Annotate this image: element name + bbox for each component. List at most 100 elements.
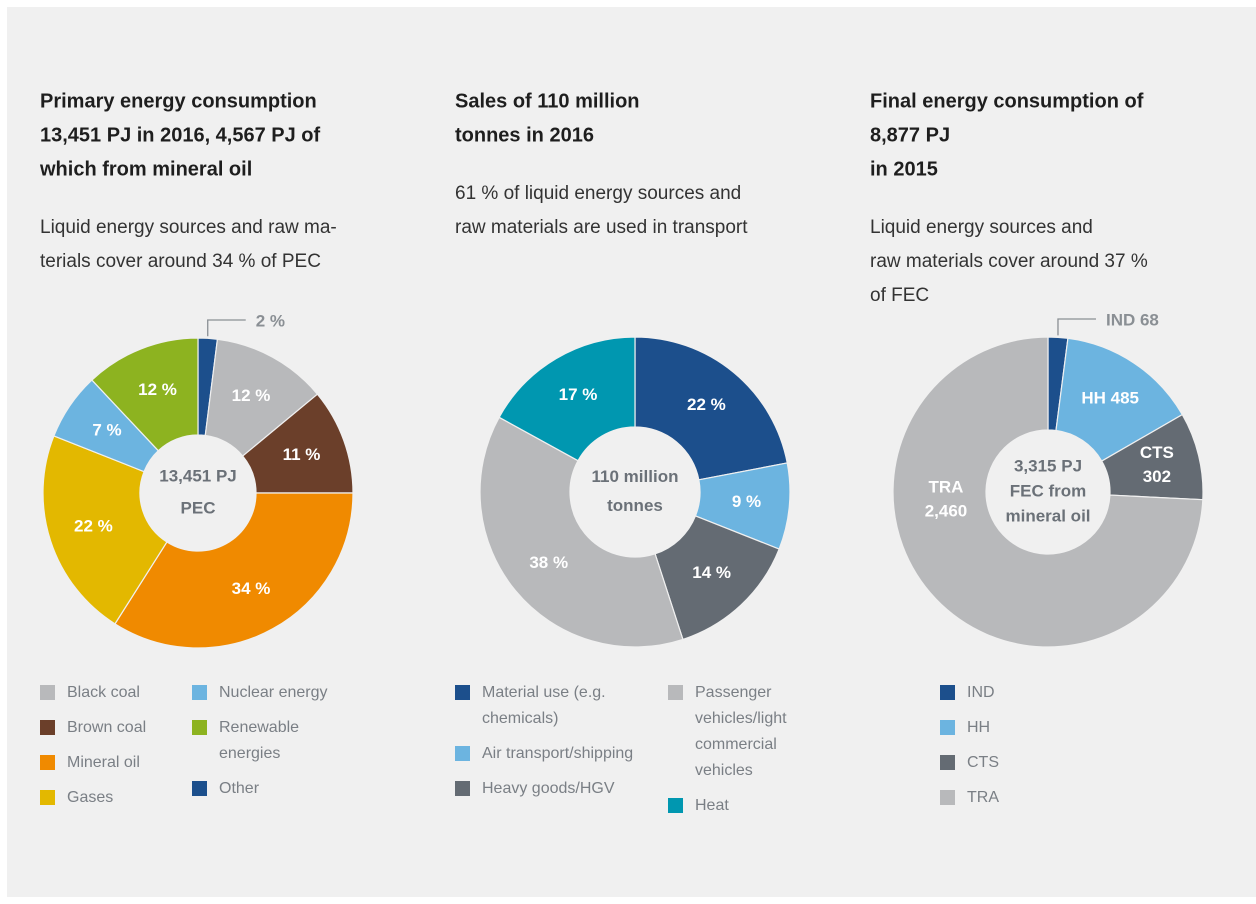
center-label: mineral oil <box>1005 506 1090 525</box>
value-label: 2,460 <box>925 501 968 520</box>
donut-slice <box>114 492 354 649</box>
center-label: FEC from <box>1010 481 1087 500</box>
legend-swatch <box>192 685 207 700</box>
donut-slice <box>91 337 199 452</box>
legend-swatch <box>40 755 55 770</box>
legend-item: TRA <box>940 785 1140 811</box>
legend-label: IND <box>967 684 995 701</box>
donut-slice <box>498 336 636 462</box>
donut-slice <box>892 336 1204 648</box>
legend-label: Other <box>219 780 260 797</box>
legend-swatch <box>668 685 683 700</box>
value-label: 34 % <box>232 579 271 598</box>
chart-title: Final energy consumption of <box>870 90 1144 112</box>
legend-label: Black coal <box>67 684 140 701</box>
value-label: CTS <box>1140 443 1174 462</box>
legend-swatch <box>668 798 683 813</box>
legend: IND HH CTS TRA <box>940 680 1140 820</box>
legend-item: CTS <box>940 750 1140 776</box>
legend-label: CTS <box>967 754 999 771</box>
legend-item: Air transport/shipping <box>455 741 668 767</box>
legend-swatch <box>455 746 470 761</box>
legend-item: Heavy goods/HGV <box>455 776 668 802</box>
chart-title: in 2015 <box>870 158 938 180</box>
legend-swatch <box>940 685 955 700</box>
legend-item: Nuclear energy <box>192 680 352 706</box>
legend-label: Passenger vehicles/light commercial vehi… <box>695 684 787 779</box>
legend-item: Passenger vehicles/light commercial vehi… <box>668 680 798 784</box>
donut-slice <box>634 336 788 481</box>
legend-item: Heat <box>668 793 798 819</box>
legend-label: Nuclear energy <box>219 684 328 701</box>
leader-line <box>1057 318 1096 336</box>
legend-swatch <box>940 755 955 770</box>
legend-label: Brown coal <box>67 719 147 736</box>
legend-label: Mineral oil <box>67 754 140 771</box>
legend: Material use (e.g. chemicals) Air transpo… <box>455 680 798 828</box>
value-label: 12 % <box>232 386 271 405</box>
value-label: 22 % <box>74 516 113 535</box>
value-label: 2 % <box>256 311 285 330</box>
legend-swatch <box>192 720 207 735</box>
legend: Black coal Brown coal Mineral oil Gases Nucl… <box>40 680 352 820</box>
legend-item: Mineral oil <box>40 750 192 776</box>
value-label: 11 % <box>283 445 321 464</box>
legend-label: Material use (e.g. chemicals) <box>482 684 606 727</box>
legend-item: Renewable energies <box>192 715 352 767</box>
donut-slice <box>42 435 168 625</box>
legend-swatch <box>40 685 55 700</box>
legend-column: Nuclear energy Renewable energies Other <box>192 680 352 820</box>
legend-label: TRA <box>967 789 999 806</box>
legend-column: Black coal Brown coal Mineral oil Gases <box>40 680 192 820</box>
legend-label: Gases <box>67 789 114 806</box>
legend-item: IND <box>940 680 1140 706</box>
legend-swatch <box>940 790 955 805</box>
legend-swatch <box>940 720 955 735</box>
legend-item: Other <box>192 776 352 802</box>
value-label: 302 <box>1143 467 1171 486</box>
value-label: 38 % <box>529 553 568 572</box>
center-label: 13,451 PJ <box>159 466 237 485</box>
chart-title: tonnes in 2016 <box>455 124 594 146</box>
chart-subtitle: Liquid energy sources and raw ma- <box>40 217 337 238</box>
legend-swatch <box>455 685 470 700</box>
donut-slice <box>1055 337 1184 462</box>
chart-subtitle: Liquid energy sources and <box>870 217 1093 238</box>
value-label: HH 485 <box>1081 388 1139 407</box>
legend-label: Heat <box>695 797 729 814</box>
center-label: PEC <box>181 498 216 517</box>
donut-slice <box>204 338 319 457</box>
center-label: 110 million <box>592 467 679 486</box>
chart-title: which from mineral oil <box>39 158 252 180</box>
value-label: TRA <box>929 477 964 496</box>
chart-title: Sales of 110 million <box>455 90 640 112</box>
legend-swatch <box>192 781 207 796</box>
chart-title: 13,451 PJ in 2016, 4,567 PJ of <box>40 124 321 146</box>
value-label: 9 % <box>732 492 761 511</box>
chart-title: 8,877 PJ <box>870 124 950 146</box>
donut-slice <box>654 515 780 641</box>
value-label: IND 68 <box>1106 310 1159 329</box>
legend-column: IND HH CTS TRA <box>940 680 1140 820</box>
chart-subtitle: terials cover around 34 % of PEC <box>40 251 321 272</box>
panel <box>7 7 1256 897</box>
value-label: 14 % <box>692 563 731 582</box>
legend-item: Material use (e.g. chemicals) <box>455 680 668 732</box>
legend-item: HH <box>940 715 1140 741</box>
chart-subtitle: raw materials are used in transport <box>455 217 748 238</box>
legend-label: Renewable energies <box>219 719 300 762</box>
legend-swatch <box>40 720 55 735</box>
donut-slice <box>479 416 684 648</box>
center-label: 3,315 PJ <box>1014 456 1082 475</box>
chart-title: Primary energy consumption <box>40 90 317 112</box>
legend-column: Material use (e.g. chemicals) Air transpo… <box>455 680 668 828</box>
center-label: tonnes <box>607 496 663 515</box>
legend-swatch <box>455 781 470 796</box>
value-label: 12 % <box>138 380 177 399</box>
legend-label: HH <box>967 719 991 736</box>
legend-label: Air transport/shipping <box>482 745 634 762</box>
legend-item: Gases <box>40 785 192 811</box>
chart-subtitle: raw materials cover around 37 % <box>870 251 1148 272</box>
